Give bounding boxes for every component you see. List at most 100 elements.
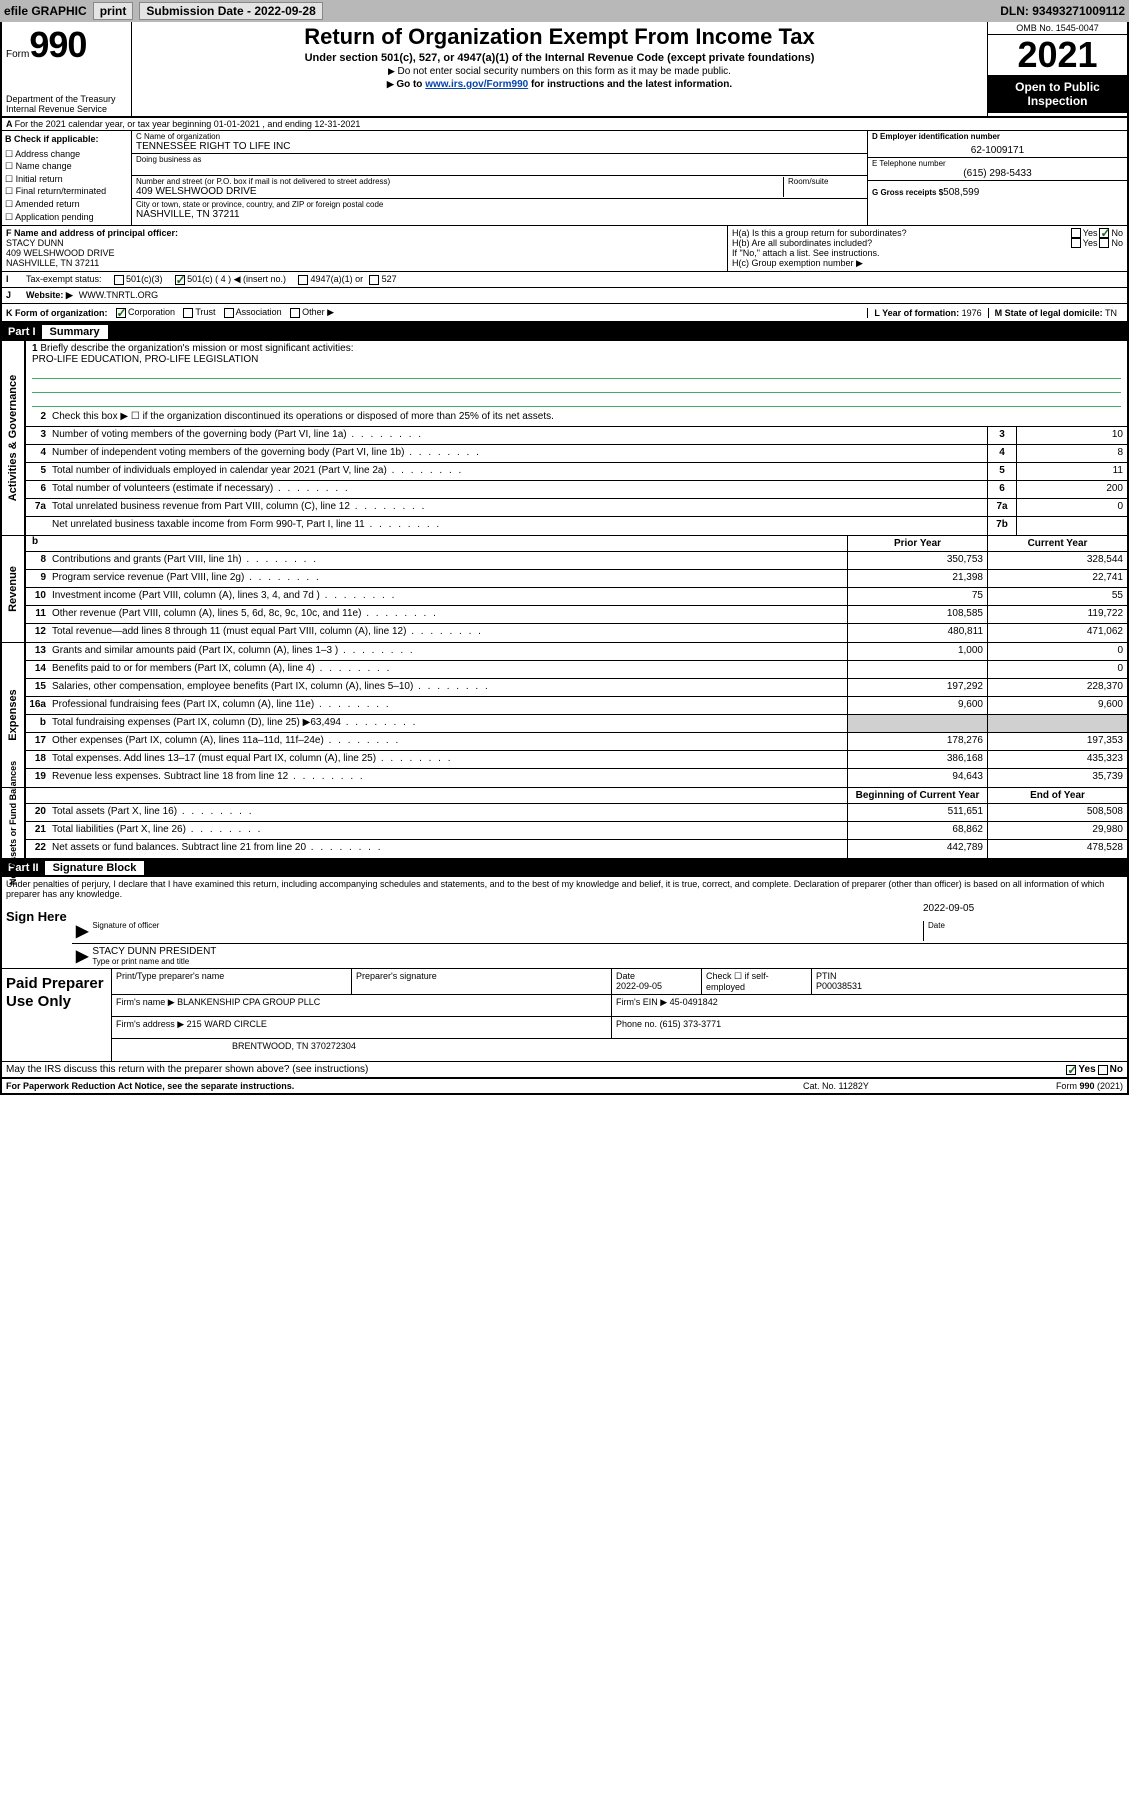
- discuss-yes[interactable]: [1066, 1065, 1076, 1075]
- chk-501c3[interactable]: [114, 275, 124, 285]
- col-c-name-address: C Name of organization TENNESSEE RIGHT T…: [132, 131, 867, 225]
- gov-line: 7aTotal unrelated business revenue from …: [26, 499, 1127, 517]
- firm-name: BLANKENSHIP CPA GROUP PLLC: [177, 997, 320, 1007]
- firm-ein: 45-0491842: [670, 997, 718, 1007]
- col-d-e-g: D Employer identification number 62-1009…: [867, 131, 1127, 225]
- chk-address-change[interactable]: Address change: [5, 148, 128, 161]
- officer-signature-name: STACY DUNN PRESIDENT: [92, 946, 216, 957]
- end-year-header: End of Year: [987, 788, 1127, 803]
- chk-4947[interactable]: [298, 275, 308, 285]
- revenue-section: Revenue b Prior Year Current Year 8Contr…: [2, 536, 1127, 643]
- data-line: 9Program service revenue (Part VIII, lin…: [26, 570, 1127, 588]
- year-formation: 1976: [962, 308, 982, 318]
- net-assets-header-row: Beginning of Current Year End of Year: [26, 788, 1127, 804]
- data-line: 20Total assets (Part X, line 16)511,6515…: [26, 804, 1127, 822]
- signature-declaration: Under penalties of perjury, I declare th…: [2, 877, 1127, 901]
- chk-association[interactable]: [224, 308, 234, 318]
- irs-gov-link[interactable]: www.irs.gov/Form990: [425, 79, 528, 90]
- chk-final-return[interactable]: Final return/terminated: [5, 185, 128, 198]
- form-subtitle: Under section 501(c), 527, or 4947(a)(1)…: [138, 52, 981, 64]
- data-line: 15Salaries, other compensation, employee…: [26, 679, 1127, 697]
- part-1-header: Part I Summary: [2, 323, 1127, 341]
- chk-trust[interactable]: [183, 308, 193, 318]
- header-left: Form 990 Department of the Treasury Inte…: [2, 22, 132, 116]
- efile-label: efile GRAPHIC: [4, 4, 87, 18]
- data-line: 8Contributions and grants (Part VIII, li…: [26, 552, 1127, 570]
- city-state-zip: NASHVILLE, TN 37211: [136, 209, 863, 220]
- top-toolbar: efile GRAPHIC print Submission Date - 20…: [0, 0, 1129, 22]
- ha-yes[interactable]: [1071, 228, 1081, 238]
- data-line: 18Total expenses. Add lines 13–17 (must …: [26, 751, 1127, 769]
- state-domicile: TN: [1105, 308, 1117, 318]
- chk-other[interactable]: [290, 308, 300, 318]
- chk-name-change[interactable]: Name change: [5, 160, 128, 173]
- gov-line: Net unrelated business taxable income fr…: [26, 517, 1127, 535]
- paid-preparer-label: Paid Preparer Use Only: [2, 969, 112, 1061]
- line-a: A For the 2021 calendar year, or tax yea…: [2, 118, 1127, 131]
- irs-label: Internal Revenue Service: [6, 104, 127, 114]
- mission-text: PRO-LIFE EDUCATION, PRO-LIFE LEGISLATION: [32, 354, 1121, 365]
- page-footer: For Paperwork Reduction Act Notice, see …: [2, 1079, 1127, 1093]
- gov-line: 4Number of independent voting members of…: [26, 445, 1127, 463]
- print-button[interactable]: print: [93, 2, 134, 20]
- row-k-l-m: K Form of organization: Corporation Trus…: [2, 304, 1127, 323]
- gov-line: 3Number of voting members of the governi…: [26, 427, 1127, 445]
- ha-no[interactable]: [1099, 228, 1109, 238]
- net-assets-section: Net Assets or Fund Balances Beginning of…: [2, 788, 1127, 859]
- data-line: 22Net assets or fund balances. Subtract …: [26, 840, 1127, 858]
- cat-number: Cat. No. 11282Y: [803, 1081, 1003, 1091]
- street-address: 409 WELSHWOOD DRIVE: [136, 186, 783, 197]
- form-990-document: Form 990 Department of the Treasury Inte…: [0, 22, 1129, 1095]
- data-line: 16aProfessional fundraising fees (Part I…: [26, 697, 1127, 715]
- discuss-no[interactable]: [1098, 1065, 1108, 1075]
- ptin: P00038531: [816, 981, 862, 991]
- sig-date: 2022-09-05: [923, 903, 1123, 917]
- side-label-governance: Activities & Governance: [7, 375, 19, 502]
- data-line: 13Grants and similar amounts paid (Part …: [26, 643, 1127, 661]
- chk-corporation[interactable]: [116, 308, 126, 318]
- data-line: 10Investment income (Part VIII, column (…: [26, 588, 1127, 606]
- gov-line: 2Check this box ▶ ☐ if the organization …: [26, 409, 1127, 427]
- chk-initial-return[interactable]: Initial return: [5, 173, 128, 186]
- expenses-section: Expenses 13Grants and similar amounts pa…: [2, 643, 1127, 788]
- open-public-badge: Open to Public Inspection: [988, 76, 1127, 113]
- tax-year: 2021: [988, 35, 1127, 76]
- data-line: 17Other expenses (Part IX, column (A), l…: [26, 733, 1127, 751]
- principal-officer: F Name and address of principal officer:…: [2, 226, 727, 271]
- officer-name: STACY DUNN: [6, 238, 723, 248]
- side-label-expenses: Expenses: [7, 689, 19, 740]
- row-f-h: F Name and address of principal officer:…: [2, 226, 1127, 272]
- data-line: 14Benefits paid to or for members (Part …: [26, 661, 1127, 679]
- org-name: TENNESSEE RIGHT TO LIFE INC: [136, 141, 863, 152]
- data-line: 19Revenue less expenses. Subtract line 1…: [26, 769, 1127, 787]
- form-title: Return of Organization Exempt From Incom…: [138, 24, 981, 50]
- dln-label: DLN: 93493271009112: [1000, 4, 1125, 18]
- website-url: WWW.TNRTL.ORG: [79, 290, 158, 301]
- chk-amended-return[interactable]: Amended return: [5, 198, 128, 211]
- entity-block: B Check if applicable: Address change Na…: [2, 131, 1127, 226]
- activities-governance-section: Activities & Governance 1 Briefly descri…: [2, 341, 1127, 536]
- instructions-link-line: Go to www.irs.gov/Form990 for instructio…: [138, 79, 981, 90]
- chk-application-pending[interactable]: Application pending: [5, 211, 128, 224]
- chk-501c[interactable]: [175, 275, 185, 285]
- side-label-net-assets: Net Assets or Fund Balances: [8, 761, 18, 885]
- ein: 62-1009171: [872, 145, 1123, 156]
- beginning-year-header: Beginning of Current Year: [847, 788, 987, 803]
- header-middle: Return of Organization Exempt From Incom…: [132, 22, 987, 116]
- data-line: 12Total revenue—add lines 8 through 11 (…: [26, 624, 1127, 642]
- form-header: Form 990 Department of the Treasury Inte…: [2, 22, 1127, 118]
- data-line: bTotal fundraising expenses (Part IX, co…: [26, 715, 1127, 733]
- revenue-header-row: b Prior Year Current Year: [26, 536, 1127, 552]
- form-number: 990: [29, 24, 86, 66]
- paperwork-notice: For Paperwork Reduction Act Notice, see …: [6, 1081, 803, 1091]
- prior-year-header: Prior Year: [847, 536, 987, 551]
- side-label-revenue: Revenue: [7, 566, 19, 612]
- ssn-warning: Do not enter social security numbers on …: [138, 66, 981, 77]
- gov-line: 5Total number of individuals employed in…: [26, 463, 1127, 481]
- col-b-checkboxes: B Check if applicable: Address change Na…: [2, 131, 132, 225]
- data-line: 11Other revenue (Part VIII, column (A), …: [26, 606, 1127, 624]
- hb-yes[interactable]: [1071, 238, 1081, 248]
- submission-date-button[interactable]: Submission Date - 2022-09-28: [139, 2, 322, 20]
- chk-527[interactable]: [369, 275, 379, 285]
- hb-no[interactable]: [1099, 238, 1109, 248]
